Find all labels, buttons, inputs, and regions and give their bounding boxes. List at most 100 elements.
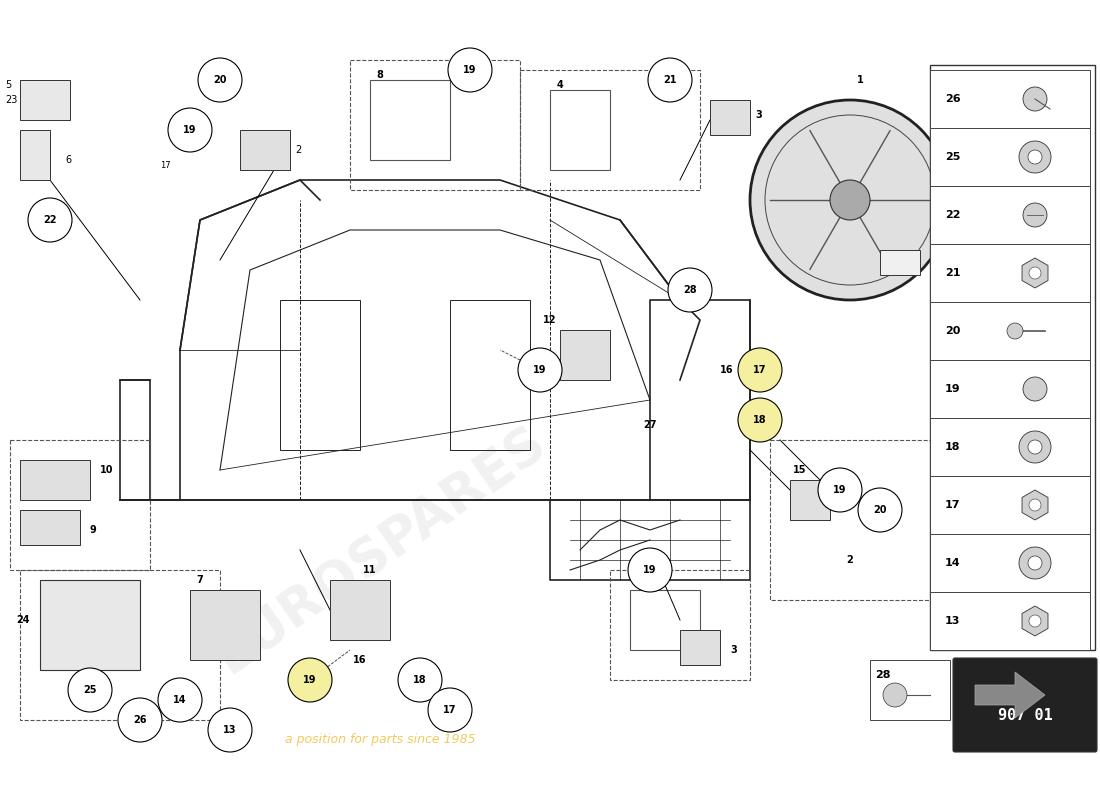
Bar xyxy=(190,590,260,660)
Circle shape xyxy=(68,668,112,712)
Text: 19: 19 xyxy=(945,384,960,394)
Bar xyxy=(10,440,150,570)
Circle shape xyxy=(28,198,72,242)
Polygon shape xyxy=(1022,606,1048,636)
Circle shape xyxy=(448,48,492,92)
Bar xyxy=(610,570,750,680)
Bar xyxy=(450,300,530,450)
Text: 12: 12 xyxy=(543,315,557,325)
Text: 10: 10 xyxy=(100,465,113,475)
Circle shape xyxy=(883,683,908,707)
Text: 15: 15 xyxy=(793,465,806,475)
Polygon shape xyxy=(1022,490,1048,520)
Circle shape xyxy=(738,348,782,392)
Bar xyxy=(20,570,220,720)
Circle shape xyxy=(738,398,782,442)
Text: 13: 13 xyxy=(945,616,960,626)
Bar xyxy=(930,592,1090,650)
Bar xyxy=(930,302,1090,360)
Text: 26: 26 xyxy=(945,94,960,104)
Text: EUROSPARES: EUROSPARES xyxy=(205,416,556,684)
Circle shape xyxy=(168,108,212,152)
Text: 20: 20 xyxy=(873,505,887,515)
Bar xyxy=(710,100,750,135)
Bar xyxy=(930,418,1090,476)
Bar xyxy=(880,250,920,275)
Text: 16: 16 xyxy=(353,655,366,665)
Bar xyxy=(20,510,80,545)
Polygon shape xyxy=(975,672,1045,718)
Text: 18: 18 xyxy=(754,415,767,425)
Text: 2: 2 xyxy=(295,145,301,155)
Circle shape xyxy=(158,678,202,722)
Bar xyxy=(20,130,50,180)
Text: 19: 19 xyxy=(304,675,317,685)
Bar xyxy=(870,660,950,720)
Text: 26: 26 xyxy=(133,715,146,725)
Bar xyxy=(280,300,360,450)
Circle shape xyxy=(648,58,692,102)
Bar xyxy=(630,590,700,650)
Text: 21: 21 xyxy=(945,268,960,278)
Text: 25: 25 xyxy=(945,152,960,162)
Bar xyxy=(930,476,1090,534)
Text: 907 01: 907 01 xyxy=(998,707,1053,722)
Bar xyxy=(350,60,520,190)
Text: 1: 1 xyxy=(857,75,864,85)
Circle shape xyxy=(1023,203,1047,227)
Text: 11: 11 xyxy=(363,565,376,575)
Bar xyxy=(770,440,940,600)
Text: 20: 20 xyxy=(945,326,960,336)
Text: 5: 5 xyxy=(6,80,11,90)
FancyBboxPatch shape xyxy=(953,658,1097,752)
Text: 28: 28 xyxy=(683,285,696,295)
Bar xyxy=(930,360,1090,418)
Circle shape xyxy=(118,698,162,742)
Text: 22: 22 xyxy=(945,210,960,220)
Text: 13: 13 xyxy=(223,725,236,735)
Text: 17: 17 xyxy=(945,500,960,510)
Text: 19: 19 xyxy=(184,125,197,135)
Circle shape xyxy=(750,100,950,300)
Text: 19: 19 xyxy=(463,65,476,75)
Bar xyxy=(20,80,70,120)
Circle shape xyxy=(1023,87,1047,111)
Text: 7: 7 xyxy=(197,575,204,585)
Text: 18: 18 xyxy=(945,442,960,452)
Text: a position for parts since 1985: a position for parts since 1985 xyxy=(285,734,475,746)
Text: 3: 3 xyxy=(730,645,737,655)
Circle shape xyxy=(1019,431,1050,463)
Bar xyxy=(790,480,830,520)
Circle shape xyxy=(1028,556,1042,570)
Circle shape xyxy=(1028,267,1041,279)
Text: 17: 17 xyxy=(443,705,456,715)
Text: 23: 23 xyxy=(6,95,18,105)
Circle shape xyxy=(668,268,712,312)
Text: 17: 17 xyxy=(754,365,767,375)
Bar xyxy=(560,330,610,380)
Text: 14: 14 xyxy=(174,695,187,705)
Bar xyxy=(20,460,90,500)
Circle shape xyxy=(518,348,562,392)
Circle shape xyxy=(1006,323,1023,339)
Circle shape xyxy=(1028,150,1042,164)
Circle shape xyxy=(1019,141,1050,173)
Polygon shape xyxy=(1022,258,1048,288)
Bar xyxy=(930,65,1094,650)
Text: 8: 8 xyxy=(376,70,384,80)
Bar xyxy=(520,70,700,190)
Text: 27: 27 xyxy=(644,420,657,430)
Text: 19: 19 xyxy=(534,365,547,375)
Text: 4: 4 xyxy=(557,80,563,90)
Text: 18: 18 xyxy=(414,675,427,685)
Circle shape xyxy=(1028,615,1041,627)
Text: 9: 9 xyxy=(90,525,97,535)
Bar xyxy=(240,130,290,170)
Bar xyxy=(930,70,1090,128)
Text: 14: 14 xyxy=(945,558,960,568)
Text: 22: 22 xyxy=(43,215,57,225)
Circle shape xyxy=(858,488,902,532)
Circle shape xyxy=(198,58,242,102)
Text: 20: 20 xyxy=(213,75,227,85)
Text: 25: 25 xyxy=(84,685,97,695)
